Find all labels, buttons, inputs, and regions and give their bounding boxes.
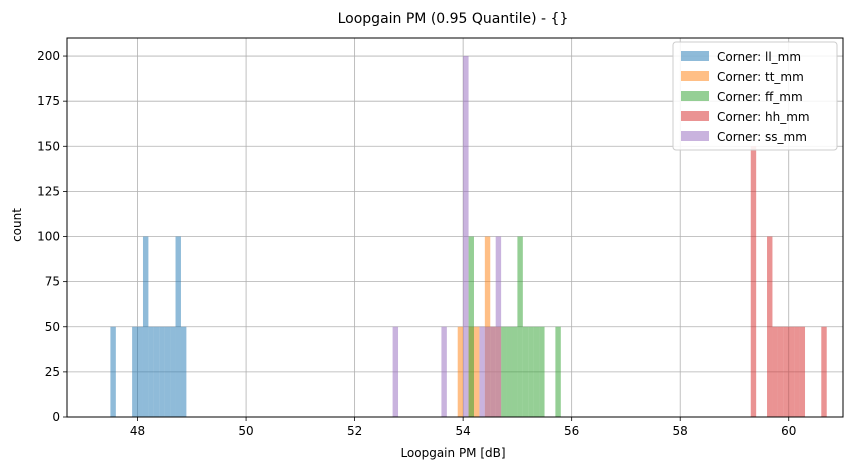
- histogram-bar: [783, 326, 789, 417]
- histogram-bar: [392, 326, 399, 417]
- histogram-bar: [522, 326, 529, 417]
- histogram-bar: [170, 326, 176, 417]
- x-tick-label: 56: [564, 424, 579, 438]
- histogram-bar: [164, 326, 171, 417]
- histogram-bar: [772, 326, 778, 417]
- histogram-bar: [517, 236, 523, 417]
- legend-swatch: [681, 51, 709, 61]
- series-corner-ss-mm: [392, 56, 502, 418]
- histogram-bar: [555, 326, 561, 417]
- histogram-bar: [110, 326, 116, 417]
- histogram-bar: [750, 146, 757, 418]
- y-tick-label: 50: [45, 320, 60, 334]
- plot-frame: [66, 37, 844, 418]
- legend-entry: Corner: hh_mm: [717, 110, 810, 124]
- y-axis-ticks: 0 25 50 75 100 125 150 175 200: [37, 49, 67, 424]
- y-tick-label: 125: [37, 184, 60, 198]
- histogram-bar: [501, 326, 507, 417]
- x-tick-label: 54: [455, 424, 470, 438]
- histogram-bar: [528, 326, 534, 417]
- y-tick-label: 150: [37, 139, 60, 153]
- x-tick-label: 50: [238, 424, 253, 438]
- histogram-bar: [821, 326, 827, 417]
- histogram-bar: [180, 326, 187, 417]
- histogram-bar: [441, 326, 447, 417]
- histogram-bar: [148, 326, 154, 417]
- y-tick-label: 0: [52, 410, 60, 424]
- histogram-bar: [484, 326, 491, 417]
- histogram-bar: [788, 326, 795, 417]
- legend-swatch: [681, 71, 709, 81]
- legend-entry: Corner: ss_mm: [717, 130, 807, 144]
- histogram-bar: [457, 326, 464, 417]
- x-axis-label: Loopgain PM [dB]: [400, 446, 505, 460]
- histogram-bar: [495, 236, 502, 417]
- y-tick-label: 25: [45, 365, 60, 379]
- legend: Corner: ll_mm Corner: tt_mm Corner: ff_mm C…: [672, 41, 838, 151]
- histogram-bar: [468, 236, 474, 417]
- histogram-bar: [153, 326, 160, 417]
- y-tick-label: 75: [45, 275, 60, 289]
- legend-entry: Corner: ff_mm: [717, 90, 803, 104]
- x-tick-label: 48: [130, 424, 145, 438]
- legend-entry: Corner: tt_mm: [717, 70, 804, 84]
- chart-title: Loopgain PM (0.95 Quantile) - {}: [338, 11, 569, 27]
- x-tick-label: 60: [781, 424, 796, 438]
- x-tick-label: 52: [347, 424, 362, 438]
- histogram-bar: [175, 236, 181, 417]
- histogram-bar: [794, 326, 800, 417]
- y-axis-label: count: [10, 208, 24, 242]
- histogram-bars: [110, 56, 827, 418]
- histogram-bar: [511, 326, 518, 417]
- x-axis-ticks: 48 50 52 54 56 58 60: [130, 417, 796, 438]
- histogram-bar: [539, 326, 545, 417]
- y-tick-label: 200: [37, 49, 60, 63]
- legend-swatch: [681, 91, 709, 101]
- histogram-bar: [132, 326, 138, 417]
- legend-entry: Corner: ll_mm: [717, 50, 801, 64]
- series-corner-ff-mm: [468, 236, 561, 417]
- x-tick-label: 58: [673, 424, 688, 438]
- histogram-bar: [777, 326, 784, 417]
- histogram-bar: [473, 326, 480, 417]
- series-corner-hh-mm: [750, 146, 827, 418]
- legend-swatch: [681, 131, 709, 141]
- y-tick-label: 100: [37, 230, 60, 244]
- histogram-bar: [463, 56, 469, 418]
- histogram-bar: [490, 326, 496, 417]
- y-tick-label: 175: [37, 94, 60, 108]
- histogram-bar: [799, 326, 806, 417]
- histogram-bar: [506, 326, 512, 417]
- histogram-bar: [479, 326, 485, 417]
- legend-box: [672, 41, 838, 151]
- histogram-bar: [137, 326, 143, 417]
- histogram-bar: [767, 236, 773, 417]
- histogram-bar: [159, 326, 165, 417]
- histogram-bar: [142, 236, 149, 417]
- histogram-bar: [533, 326, 540, 417]
- series-corner-ll-mm: [110, 236, 187, 417]
- legend-swatch: [681, 111, 709, 121]
